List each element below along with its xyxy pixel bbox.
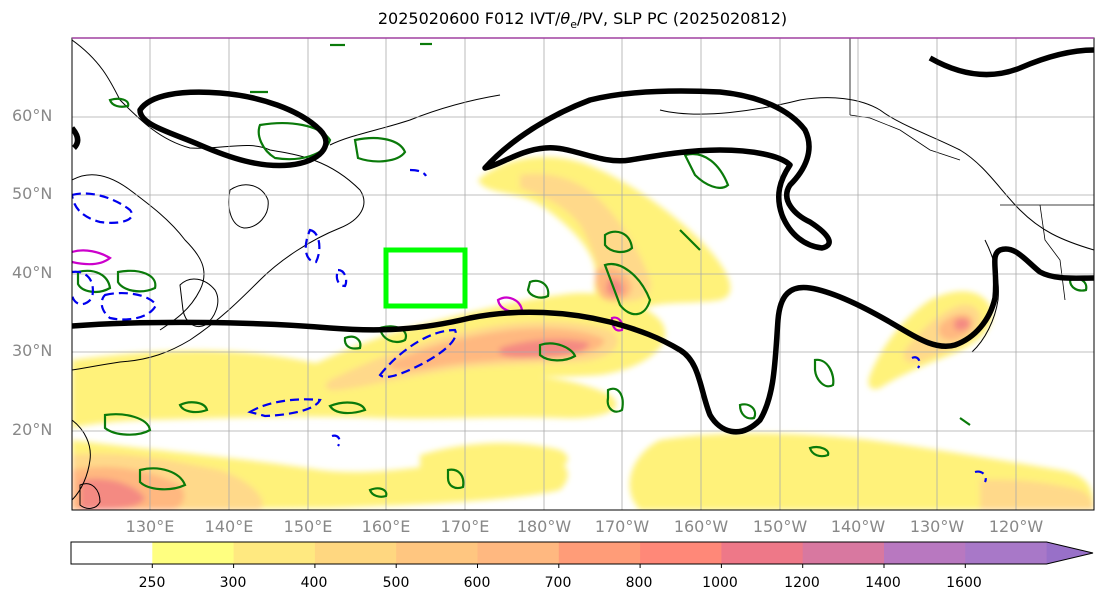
colorbar-extend-arrow bbox=[1046, 542, 1093, 564]
colorbar-tick-label: 600 bbox=[463, 575, 491, 591]
lon-label: 170°E bbox=[440, 517, 490, 536]
lon-label: 150°W bbox=[752, 517, 808, 536]
lon-label: 150°E bbox=[283, 517, 333, 536]
lon-label: 160°W bbox=[673, 517, 729, 536]
ivt-shading bbox=[72, 156, 1094, 510]
colorbar-segment bbox=[721, 542, 804, 564]
colorbar-segment bbox=[233, 542, 316, 564]
lon-label: 170°W bbox=[594, 517, 650, 536]
colorbar-segment bbox=[802, 542, 885, 564]
lon-label: 160°E bbox=[361, 517, 411, 536]
colorbar-tick-label: 700 bbox=[544, 575, 572, 591]
lat-label: 20°N bbox=[12, 420, 53, 439]
colorbar-segment bbox=[477, 542, 560, 564]
colorbar-segment bbox=[640, 542, 722, 564]
colorbar bbox=[70, 541, 1094, 568]
colorbar-segment bbox=[884, 542, 966, 564]
colorbar-tick-label: 250 bbox=[138, 575, 166, 591]
lat-label: 50°N bbox=[12, 184, 53, 203]
lon-label: 130°W bbox=[909, 517, 965, 536]
colorbar-segment bbox=[396, 542, 478, 564]
colorbar-tick-label: 1200 bbox=[784, 575, 820, 591]
colorbar-tick-label: 1000 bbox=[702, 575, 738, 591]
colorbar-outline bbox=[70, 541, 1094, 565]
pv-contours bbox=[72, 168, 987, 483]
lon-label: 140°W bbox=[830, 517, 886, 536]
colorbar-segment bbox=[558, 542, 641, 564]
lat-label: 30°N bbox=[12, 341, 53, 360]
map-plot-area bbox=[72, 38, 1094, 510]
colorbar-tick-label: 1400 bbox=[865, 575, 901, 591]
lon-label: 130°E bbox=[125, 517, 175, 536]
colorbar-segment bbox=[314, 542, 397, 564]
colorbar-tick-label: 800 bbox=[625, 575, 653, 591]
chart-title: 2025020600 F012 IVT/θe/PV, SLP PC (20250… bbox=[377, 9, 788, 32]
lat-label: 40°N bbox=[12, 263, 53, 282]
colorbar-tick-label: 1600 bbox=[946, 575, 982, 591]
lon-label: 180°W bbox=[516, 517, 572, 536]
lon-label: 120°W bbox=[988, 517, 1044, 536]
colorbar-segment bbox=[152, 542, 235, 564]
lon-label: 140°E bbox=[204, 517, 254, 536]
lat-label: 60°N bbox=[12, 106, 53, 125]
theta-e-contours bbox=[76, 42, 1088, 498]
colorbar-segment bbox=[965, 542, 1048, 564]
colorbar-tick-label: 300 bbox=[219, 575, 247, 591]
slp-contours bbox=[72, 47, 1094, 435]
colorbar-tick-label: 400 bbox=[300, 575, 328, 591]
colorbar-tick-label: 500 bbox=[382, 575, 410, 591]
colorbar-segment bbox=[71, 542, 153, 564]
region-box bbox=[383, 247, 468, 309]
